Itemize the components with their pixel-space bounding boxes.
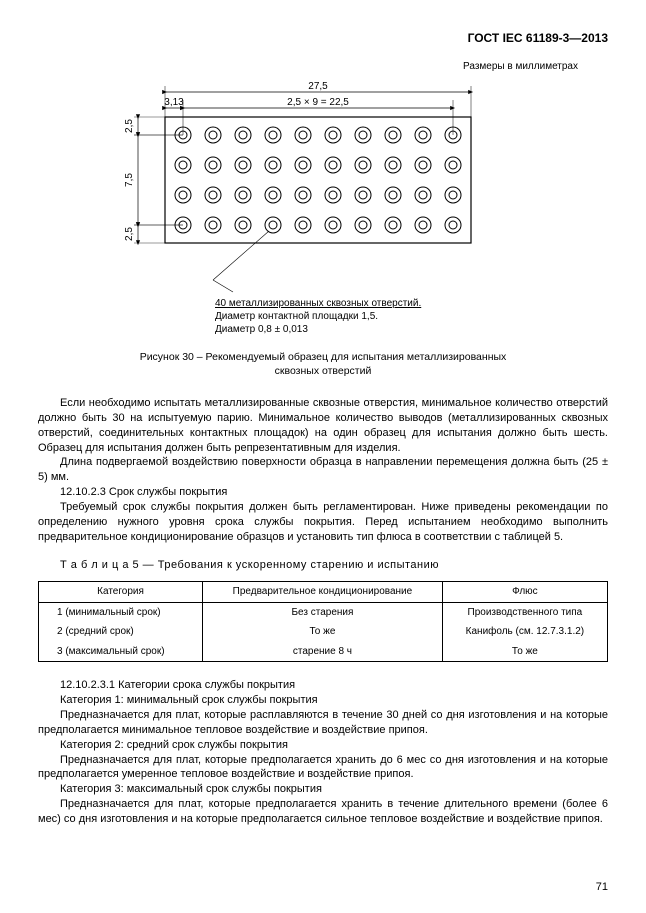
diagram-svg: 27,5 3,13 2,5 × 9 = 22,5 2,5 7,5 2,5	[108, 80, 538, 295]
para: 12.10.2.3.1 Категории срока службы покры…	[38, 678, 608, 693]
note-sub1: Диаметр контактной площадки 1,5.	[215, 310, 563, 323]
table-cell: старение 8 ч	[203, 642, 443, 662]
table-title: Т а б л и ц а 5 — Требования к ускоренно…	[38, 558, 608, 573]
para: Предназначается для плат, которые предпо…	[38, 753, 608, 783]
body-text: Если необходимо испытать металлизированн…	[38, 396, 608, 544]
svg-text:7,5: 7,5	[124, 172, 135, 186]
table-cell: 3 (максимальный срок)	[39, 642, 203, 662]
para: Категория 2: средний срок службы покрыти…	[38, 738, 608, 753]
para: Предназначается для плат, которые распла…	[38, 708, 608, 738]
table-cell: 2 (средний срок)	[39, 622, 203, 642]
size-note: Размеры в миллиметрах	[38, 60, 608, 74]
table-row: 3 (максимальный срок)старение 8 чТо же	[39, 642, 608, 662]
doc-header: ГОСТ IEC 61189-3—2013	[38, 30, 608, 46]
para: 12.10.2.3 Срок службы покрытия	[38, 485, 608, 500]
svg-text:27,5: 27,5	[308, 81, 328, 92]
body-text-2: 12.10.2.3.1 Категории срока службы покры…	[38, 678, 608, 826]
table-row: 2 (средний срок)То жеКанифоль (см. 12.7.…	[39, 622, 608, 642]
table-cell: Без старения	[203, 602, 443, 622]
svg-text:3,13: 3,13	[164, 97, 184, 108]
table-row: 1 (минимальный срок)Без старенияПроизвод…	[39, 602, 608, 622]
para: Категория 3: максимальный срок службы по…	[38, 782, 608, 797]
table-cell: Производственного типа	[442, 602, 607, 622]
figure-30: 27,5 3,13 2,5 × 9 = 22,5 2,5 7,5 2,5 40 метал…	[83, 80, 563, 336]
svg-text:2,5: 2,5	[124, 118, 135, 132]
para: Длина подвергаемой воздействию поверхнос…	[38, 455, 608, 485]
requirements-table: Категория Предварительное кондиционирова…	[38, 581, 608, 662]
para: Требуемый срок службы покрытия должен бы…	[38, 500, 608, 545]
table-cell: Канифоль (см. 12.7.3.1.2)	[442, 622, 607, 642]
para: Если необходимо испытать металлизированн…	[38, 396, 608, 455]
th-category: Категория	[39, 582, 203, 603]
figure-caption: Рисунок 30 – Рекомендуемый образец для и…	[38, 350, 608, 378]
table-cell: То же	[442, 642, 607, 662]
para: Категория 1: минимальный срок службы пок…	[38, 693, 608, 708]
note-sub2: Диаметр 0,8 ± 0,013	[215, 323, 563, 336]
svg-text:2,5: 2,5	[124, 226, 135, 240]
page-number: 71	[596, 880, 608, 895]
table-cell: 1 (минимальный срок)	[39, 602, 203, 622]
svg-text:2,5 × 9 = 22,5: 2,5 × 9 = 22,5	[287, 97, 349, 108]
th-precond: Предварительное кондиционирование	[203, 582, 443, 603]
para: Предназначается для плат, которые предпо…	[38, 797, 608, 827]
note-leader: 40 металлизированных сквозных отверстий.	[215, 297, 563, 310]
table-cell: То же	[203, 622, 443, 642]
th-flux: Флюс	[442, 582, 607, 603]
diagram-notes: 40 металлизированных сквозных отверстий.…	[83, 297, 563, 336]
